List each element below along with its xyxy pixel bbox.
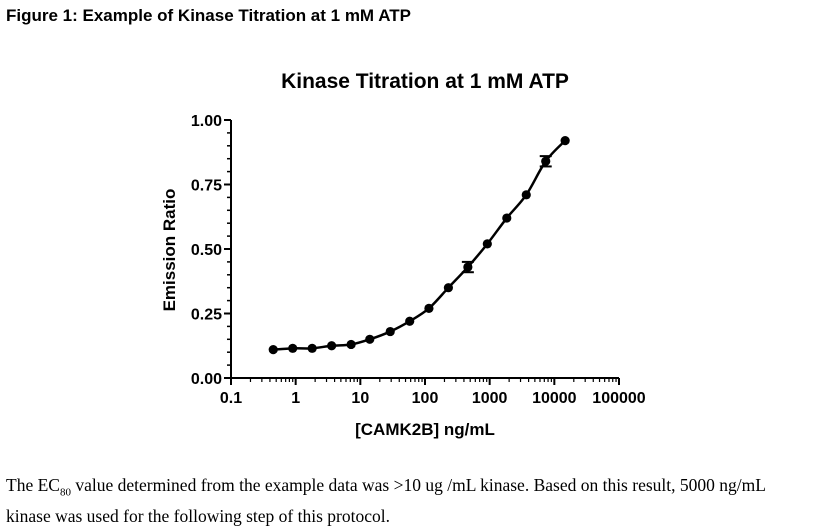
x-tick-label: 0.1 [220,390,242,407]
data-point [268,345,278,355]
data-point [346,339,356,350]
body-text-end: value determined from the example data w… [6,475,766,526]
data-point [307,343,317,353]
y-tick-label: 0.00 [191,371,222,388]
x-tick-label: 1 [291,390,300,407]
chart-title: Kinase Titration at 1 mM ATP [281,70,569,93]
x-tick-label: 1000 [472,390,508,407]
kinase-titration-chart: Kinase Titration at 1 mM ATP 0.00 0.25 0.5… [160,70,646,439]
data-point [482,239,492,249]
x-tick-label: 10 [351,390,369,407]
y-tick-label: 0.25 [191,307,222,324]
y-tick-label: 0.50 [191,242,222,259]
data-point [385,326,395,337]
y-tick-label: 1.00 [191,113,222,130]
data-point [521,190,531,200]
figure-caption: Figure 1: Example of Kinase Titration at… [6,6,411,25]
x-axis-label: [CAMK2B] ng/mL [355,420,495,439]
data-point [405,316,415,326]
body-subscript: 80 [59,486,71,499]
fit-curve-layer [273,139,567,351]
data-point [560,136,570,146]
body-paragraph: The EC80 value determined from the examp… [6,474,812,528]
data-point [365,334,375,344]
data-point [502,213,512,223]
chart-axes: 0.00 0.25 0.50 0.75 1.00 0.1 1 10 100 1000 10000 10… [191,113,646,407]
y-tick-label: 0.75 [191,178,222,195]
data-point [443,283,453,293]
y-axis-label: Emission Ratio [160,189,179,312]
x-tick-label: 100000 [592,390,645,407]
data-point [541,156,551,166]
data-point [463,262,473,272]
x-tick-label: 10000 [532,390,577,407]
fit-curve [273,139,567,351]
x-tick-label: 100 [412,390,439,407]
body-text-start: The EC [6,475,60,495]
data-point [288,343,298,353]
data-point [327,341,337,351]
data-point [424,303,434,313]
data-points-layer [268,136,570,355]
